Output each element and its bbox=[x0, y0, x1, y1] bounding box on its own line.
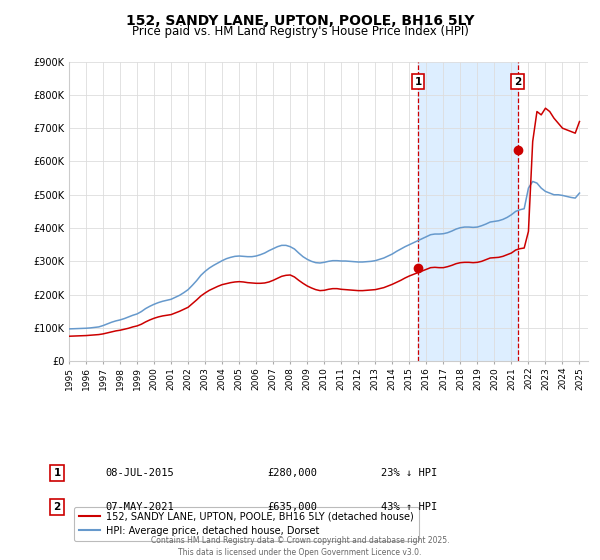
Bar bbox=[418, 62, 518, 361]
Text: £635,000: £635,000 bbox=[267, 502, 317, 512]
Text: 07-MAY-2021: 07-MAY-2021 bbox=[105, 502, 174, 512]
Text: 43% ↑ HPI: 43% ↑ HPI bbox=[381, 502, 437, 512]
Text: 1: 1 bbox=[53, 468, 61, 478]
Text: 2: 2 bbox=[53, 502, 61, 512]
Legend: 152, SANDY LANE, UPTON, POOLE, BH16 5LY (detached house), HPI: Average price, de: 152, SANDY LANE, UPTON, POOLE, BH16 5LY … bbox=[74, 507, 419, 540]
Text: 23% ↓ HPI: 23% ↓ HPI bbox=[381, 468, 437, 478]
Text: 2: 2 bbox=[514, 77, 521, 87]
Text: 08-JUL-2015: 08-JUL-2015 bbox=[105, 468, 174, 478]
Text: Contains HM Land Registry data © Crown copyright and database right 2025.
This d: Contains HM Land Registry data © Crown c… bbox=[151, 536, 449, 557]
Text: £280,000: £280,000 bbox=[267, 468, 317, 478]
Text: 1: 1 bbox=[415, 77, 422, 87]
Text: 152, SANDY LANE, UPTON, POOLE, BH16 5LY: 152, SANDY LANE, UPTON, POOLE, BH16 5LY bbox=[126, 14, 474, 28]
Text: Price paid vs. HM Land Registry's House Price Index (HPI): Price paid vs. HM Land Registry's House … bbox=[131, 25, 469, 38]
